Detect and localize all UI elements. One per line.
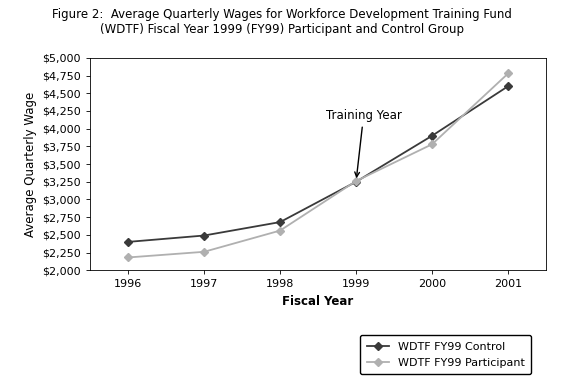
- WDTF FY99 Control: [200, 233, 207, 238]
- Legend: WDTF FY99 Control, WDTF FY99 Participant: WDTF FY99 Control, WDTF FY99 Participant: [360, 335, 531, 374]
- WDTF FY99 Participant: [504, 71, 511, 76]
- WDTF FY99 Participant: [352, 179, 359, 183]
- WDTF FY99 Control: [428, 134, 435, 138]
- Line: WDTF FY99 Control: WDTF FY99 Control: [126, 83, 511, 245]
- X-axis label: Fiscal Year: Fiscal Year: [283, 295, 354, 308]
- Text: Figure 2:  Average Quarterly Wages for Workforce Development Training Fund
(WDTF: Figure 2: Average Quarterly Wages for Wo…: [52, 8, 511, 36]
- Line: WDTF FY99 Participant: WDTF FY99 Participant: [126, 71, 511, 260]
- WDTF FY99 Control: [352, 179, 359, 184]
- Text: Training Year: Training Year: [325, 108, 401, 177]
- WDTF FY99 Control: [504, 84, 511, 88]
- WDTF FY99 Participant: [124, 255, 131, 260]
- WDTF FY99 Control: [276, 220, 283, 224]
- WDTF FY99 Participant: [428, 142, 435, 147]
- WDTF FY99 Participant: [276, 228, 283, 233]
- WDTF FY99 Participant: [200, 249, 207, 254]
- Y-axis label: Average Quarterly Wage: Average Quarterly Wage: [24, 91, 37, 237]
- WDTF FY99 Control: [124, 240, 131, 244]
